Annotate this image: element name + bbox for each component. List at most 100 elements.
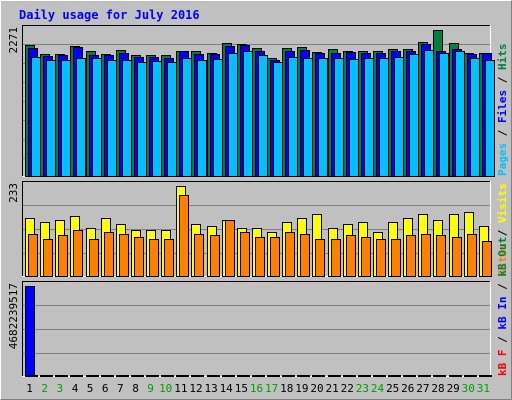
bar-sites-day-3 <box>58 235 68 277</box>
bar-kbout-day-4 <box>73 375 83 377</box>
bar-kbout-day-27 <box>421 375 431 377</box>
y-axis-title-part: Sites <box>496 243 509 276</box>
bar-kbout-day-15 <box>240 375 250 377</box>
bar-kbout-day-2 <box>43 375 53 377</box>
bar-kbout-day-7 <box>119 375 129 377</box>
bar-kbout-day-10 <box>164 375 174 377</box>
bar-pages-day-28 <box>439 53 449 177</box>
x-tick-label-day-2: 2 <box>41 382 48 395</box>
bar-sites-day-26 <box>406 235 416 277</box>
y-axis-title-part: Files <box>496 90 509 123</box>
y-max-label: 233 <box>7 183 20 203</box>
bar-sites-day-29 <box>452 237 462 277</box>
bar-kbout-day-3 <box>58 375 68 377</box>
panel-1: 2271 Pages / Files / Hits <box>7 25 509 177</box>
bar-kbout-day-5 <box>89 375 99 377</box>
bar-pages-day-14 <box>228 53 238 177</box>
bar-pages-day-22 <box>349 59 359 177</box>
x-tick-label-day-26: 26 <box>401 382 414 395</box>
y-axis-title-part: kB F <box>496 350 509 377</box>
y-axis-title: kB F / kB In / kB Out <box>496 237 509 376</box>
bar-pages-day-26 <box>409 54 419 177</box>
bar-pages-day-17 <box>273 62 283 177</box>
bar-pages-day-24 <box>379 58 389 177</box>
x-tick-label-day-13: 13 <box>204 382 217 395</box>
bar-kbout-day-6 <box>104 375 114 377</box>
bar-sites-day-8 <box>134 237 144 277</box>
bar-kbout-day-24 <box>376 375 386 377</box>
bar-sites-day-2 <box>43 239 53 277</box>
bar-sites-day-5 <box>89 239 99 277</box>
x-tick-label-day-7: 7 <box>117 382 124 395</box>
y-max-label: 4682239517 <box>7 283 20 349</box>
x-tick-label-day-29: 29 <box>447 382 460 395</box>
y-axis-title-part: kB Out <box>496 237 509 277</box>
bar-sites-day-1 <box>28 234 38 277</box>
y-axis-title-part: Pages <box>496 143 509 176</box>
x-tick-label-day-30: 30 <box>462 382 475 395</box>
bar-sites-day-12 <box>194 234 204 277</box>
bar-pages-day-18 <box>288 57 298 177</box>
y-axis-title-part: / <box>496 277 509 297</box>
bar-pages-day-8 <box>137 62 147 177</box>
y-axis-title-part: / <box>496 330 509 350</box>
bar-pages-day-5 <box>92 58 102 177</box>
x-tick-label-day-22: 22 <box>341 382 354 395</box>
bar-pages-day-2 <box>46 60 56 177</box>
x-tick-label-day-15: 15 <box>235 382 248 395</box>
bar-sites-day-31 <box>482 241 492 277</box>
bar-sites-day-17 <box>270 237 280 277</box>
bar-sites-day-25 <box>391 239 401 277</box>
x-tick-label-day-10: 10 <box>159 382 172 395</box>
bar-kbout-day-20 <box>315 375 325 377</box>
bar-pages-day-7 <box>122 60 132 177</box>
bar-kbin-day-1 <box>25 286 35 377</box>
chart-title: Daily usage for July 2016 <box>19 8 200 22</box>
bar-pages-day-30 <box>470 58 480 177</box>
bar-pages-day-21 <box>334 58 344 177</box>
x-tick-label-day-27: 27 <box>416 382 429 395</box>
bar-sites-day-6 <box>104 232 114 277</box>
bar-sites-day-13 <box>210 235 220 277</box>
x-tick-label-day-4: 4 <box>72 382 79 395</box>
bar-kbout-day-12 <box>194 375 204 377</box>
x-tick-label-day-5: 5 <box>87 382 94 395</box>
bar-sites-day-10 <box>164 239 174 277</box>
bar-pages-day-11 <box>182 58 192 177</box>
bar-kbout-day-29 <box>452 375 462 377</box>
x-tick-label-day-11: 11 <box>174 382 187 395</box>
x-tick-label-day-24: 24 <box>371 382 385 395</box>
x-tick-label-day-8: 8 <box>132 382 139 395</box>
y-axis-title: Pages / Files / Hits <box>496 44 509 177</box>
bar-kbout-day-11 <box>179 375 189 377</box>
bar-sites-day-7 <box>119 234 129 277</box>
bar-kbout-day-8 <box>134 375 144 377</box>
x-tick-label-day-16: 16 <box>250 382 263 395</box>
bar-pages-day-27 <box>424 50 434 177</box>
y-axis-title-part: kB In <box>496 297 509 330</box>
chart-panels: 2271 Pages / Files / Hits 233 Sites / Visit… <box>7 25 509 377</box>
bar-kbout-day-1 <box>28 375 38 377</box>
x-tick-label-day-21: 21 <box>325 382 338 395</box>
bar-kbout-day-9 <box>149 375 159 377</box>
bar-pages-day-3 <box>61 60 71 177</box>
y-axis-title-part: / <box>496 123 509 143</box>
x-tick-label-day-28: 28 <box>431 382 444 395</box>
x-tick-label-day-17: 17 <box>265 382 278 395</box>
bar-pages-day-19 <box>303 58 313 177</box>
bar-pages-day-20 <box>318 58 328 177</box>
bar-sites-day-4 <box>73 230 83 277</box>
y-axis-title-part: Hits <box>496 44 509 71</box>
bar-kbout-day-14 <box>225 375 235 377</box>
panel-2: 233 Sites / Visits <box>7 181 509 277</box>
x-tick-label-day-23: 23 <box>356 382 369 395</box>
bar-kbout-day-26 <box>406 375 416 377</box>
bar-pages-day-1 <box>31 57 41 177</box>
y-axis-title-part: / <box>496 70 509 90</box>
x-tick-label-day-12: 12 <box>189 382 202 395</box>
y-axis-title-part: Visits <box>496 183 509 223</box>
bar-pages-day-29 <box>455 51 465 177</box>
x-tick-label-day-25: 25 <box>386 382 399 395</box>
bar-sites-day-24 <box>376 239 386 277</box>
